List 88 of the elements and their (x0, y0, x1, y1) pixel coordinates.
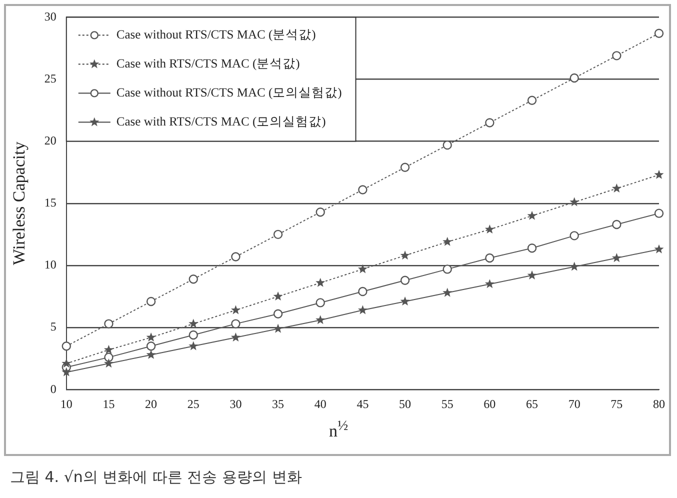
y-tick-label: 25 (44, 71, 56, 86)
point (527, 96, 537, 105)
point (485, 253, 494, 263)
point (104, 344, 114, 354)
point (400, 296, 410, 306)
caption: 그림 4. √n의 변화에 따른 전송 용량의 변화 (10, 468, 302, 487)
point (273, 292, 283, 301)
y-tick-label: 15 (44, 196, 56, 210)
point (316, 278, 326, 287)
legend-label: Case with RTS/CTS MAC (분석값) (116, 56, 300, 70)
point (231, 252, 240, 262)
point (146, 332, 156, 342)
point (654, 170, 664, 179)
point (62, 358, 72, 368)
point (104, 352, 114, 362)
point (230, 332, 240, 342)
point (484, 224, 494, 234)
y-tick-label: 20 (44, 133, 56, 148)
x-tick-label: 75 (610, 396, 623, 411)
point (358, 264, 368, 274)
point (654, 244, 664, 254)
point (273, 324, 283, 333)
point (612, 51, 622, 60)
point (612, 220, 622, 230)
point (400, 276, 410, 285)
y-tick-label: 30 (44, 9, 56, 24)
x-tick-label: 40 (314, 396, 326, 411)
point (400, 250, 410, 260)
point (654, 28, 664, 38)
x-tick-label: 10 (60, 396, 72, 411)
y-tick-label: 0 (50, 382, 56, 396)
point (442, 264, 452, 274)
point (527, 210, 537, 220)
point (188, 330, 198, 340)
point (146, 350, 156, 359)
x-axis-title: n$^{½}$ (328, 418, 350, 442)
point (400, 162, 410, 172)
point (358, 305, 368, 314)
legend-label: Case without RTS/CTS MAC (모의실험값) (116, 85, 342, 100)
point (62, 342, 71, 351)
point (188, 318, 198, 328)
y-axis-title: Wireless Capacity (10, 141, 29, 266)
legend-label: Case without RTS/CTS MAC (분석값) (116, 27, 316, 42)
x-tick-label: 70 (568, 396, 580, 411)
point (188, 274, 198, 284)
point (570, 197, 580, 206)
point (570, 73, 579, 83)
point (273, 309, 283, 318)
x-tick-label: 25 (187, 396, 200, 411)
point (358, 286, 368, 296)
point (442, 140, 452, 150)
point (316, 298, 325, 308)
x-tick-label: 35 (272, 396, 284, 411)
point (62, 367, 72, 376)
point (104, 319, 114, 328)
x-tick-label: 55 (441, 396, 454, 411)
x-tick-label: 45 (356, 396, 369, 411)
point (484, 279, 494, 288)
point (654, 208, 664, 218)
point (316, 315, 326, 324)
x-tick-label: 20 (145, 396, 158, 411)
point (442, 288, 452, 297)
point (570, 231, 579, 240)
point (231, 319, 240, 328)
x-tick-label: 80 (653, 396, 665, 411)
point (230, 305, 240, 314)
point (273, 230, 283, 240)
point (485, 118, 494, 128)
point (104, 358, 114, 368)
x-tick-label: 60 (484, 396, 496, 411)
x-tick-label: 65 (526, 396, 538, 411)
point (442, 236, 452, 246)
point (316, 207, 325, 217)
point (612, 184, 622, 193)
x-tick-label: 30 (230, 396, 242, 411)
point (570, 262, 580, 271)
point (612, 253, 622, 262)
y-tick-label: 10 (44, 258, 56, 272)
y-tick-label: 5 (50, 320, 56, 334)
point (527, 270, 537, 280)
point (527, 243, 537, 253)
x-tick-label: 50 (399, 396, 412, 411)
point (146, 296, 156, 306)
legend-label: Case with RTS/CTS MAC (모의실험값) (116, 114, 326, 128)
point (146, 342, 156, 351)
point (358, 185, 368, 194)
point (188, 341, 198, 350)
x-tick-label: 15 (102, 396, 115, 411)
